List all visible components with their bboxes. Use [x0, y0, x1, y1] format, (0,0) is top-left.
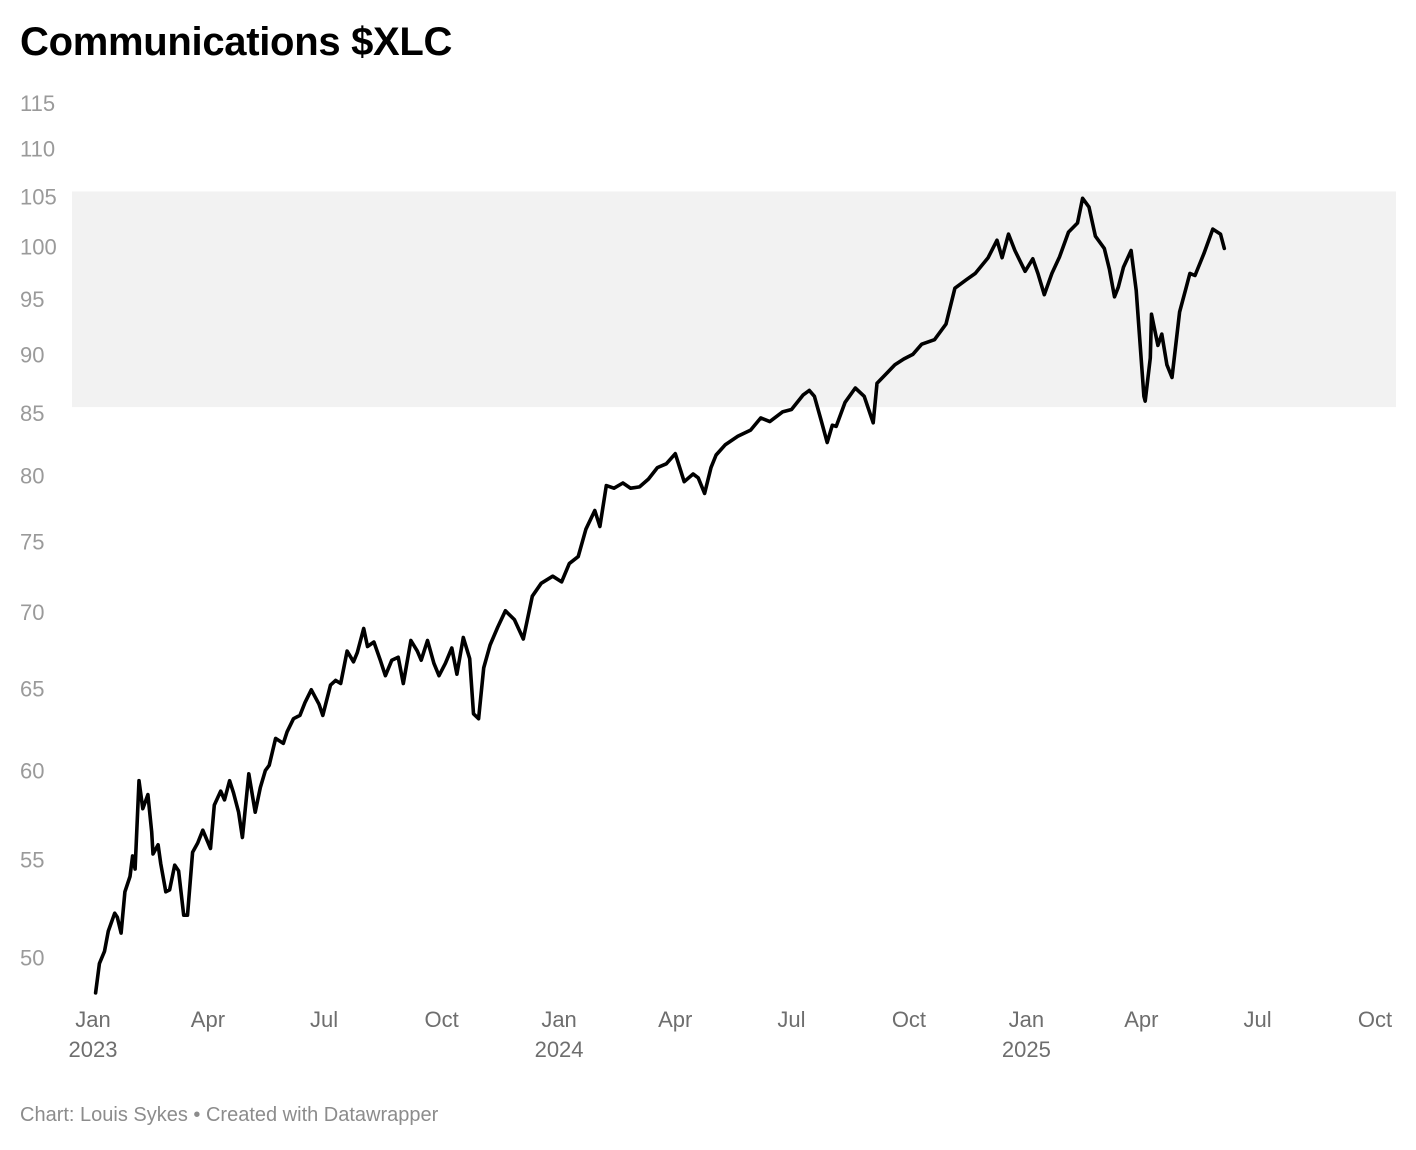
- chart-footer: Chart: Louis Sykes • Created with Datawr…: [20, 1104, 439, 1126]
- chart-title: Communications $XLC: [20, 20, 453, 64]
- x-tick-label: Oct: [892, 1007, 926, 1032]
- series-line: [93, 196, 1227, 995]
- x-tick-label: Oct: [424, 1007, 458, 1032]
- y-tick-label: 70: [20, 600, 44, 625]
- y-tick-label: 90: [20, 342, 44, 367]
- y-tick-label: 95: [20, 287, 44, 312]
- x-tick-label: Oct: [1358, 1007, 1392, 1032]
- x-tick-year-label: 2024: [535, 1037, 584, 1062]
- y-tick-label: 100: [20, 234, 57, 259]
- highlight-band: [72, 191, 1396, 408]
- x-tick-label: Apr: [1124, 1007, 1158, 1032]
- x-tick-label: Jan: [75, 1007, 110, 1032]
- x-tick-label: Jul: [777, 1007, 805, 1032]
- x-tick-label: Jan: [541, 1007, 576, 1032]
- y-tick-label: 75: [20, 529, 44, 554]
- x-tick-label: Apr: [191, 1007, 225, 1032]
- y-tick-label: 65: [20, 676, 44, 701]
- x-tick-label: Jul: [1243, 1007, 1271, 1032]
- y-tick-label: 60: [20, 758, 44, 783]
- y-tick-label: 50: [20, 945, 44, 970]
- y-tick-label: 85: [20, 401, 44, 426]
- y-tick-label: 115: [20, 91, 55, 116]
- y-tick-label: 55: [20, 848, 44, 873]
- x-tick-label: Jul: [310, 1007, 338, 1032]
- y-tick-label: 80: [20, 463, 44, 488]
- x-tick-label: Jan: [1009, 1007, 1044, 1032]
- x-tick-year-label: 2025: [1002, 1037, 1051, 1062]
- x-tick-label: Apr: [658, 1007, 692, 1032]
- x-axis-ticks: Jan 2023 Apr Jul Oct Jan 2024 Apr Jul Oct Jan 2025 A…: [69, 1007, 1393, 1062]
- y-tick-label: 105: [20, 184, 57, 209]
- x-tick-year-label: 2023: [69, 1037, 118, 1062]
- y-axis-ticks: 115 110 105 100 95 90 85 80 75 70 65 60 55 50: [20, 91, 57, 970]
- y-tick-label: 110: [20, 137, 55, 162]
